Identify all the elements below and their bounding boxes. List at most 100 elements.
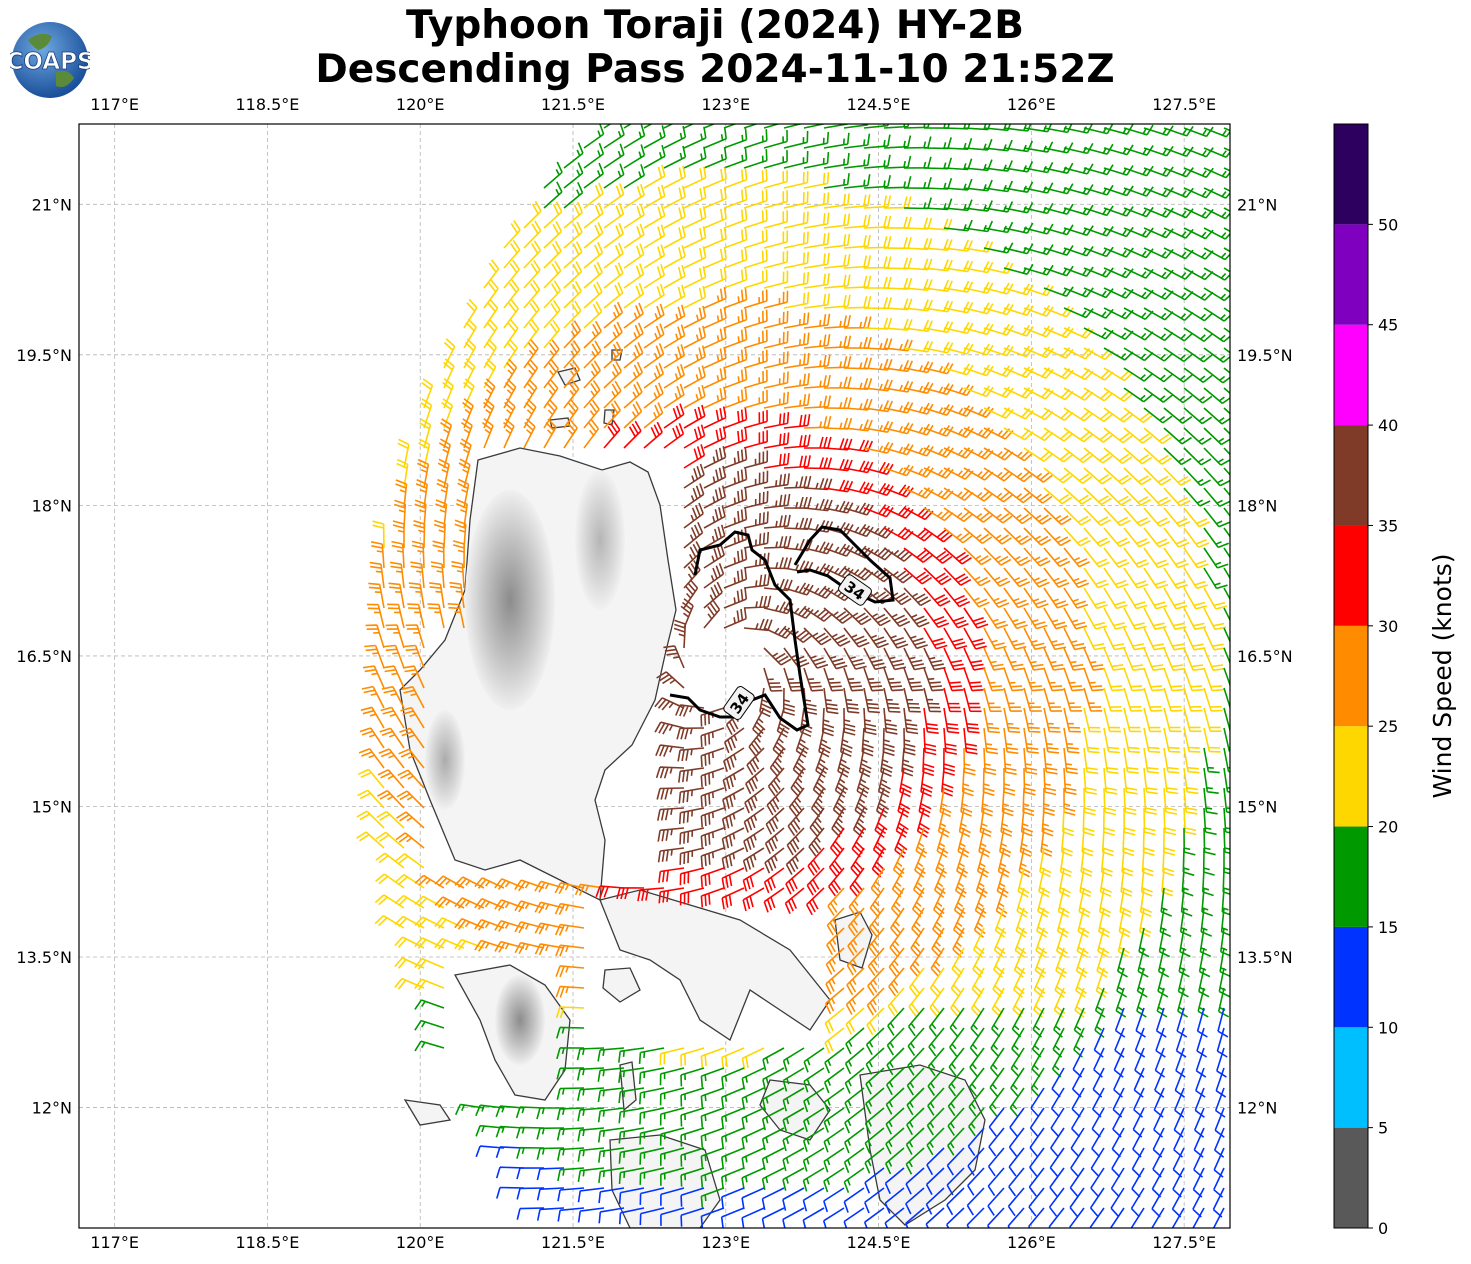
wind-barb [823, 417, 853, 430]
wind-barb [723, 388, 748, 409]
wind-barb [1058, 867, 1071, 898]
wind-barb [782, 687, 796, 716]
wind-barb [1183, 627, 1206, 651]
wind-barb [963, 527, 993, 545]
wind-barb [1123, 227, 1154, 238]
wind-barb [1103, 567, 1129, 589]
wind-barb [903, 647, 926, 671]
wind-barb [387, 603, 405, 629]
wind-barb [1043, 527, 1071, 547]
wind-barb [1223, 667, 1230, 688]
lat-tick-label-right: 12°N [1237, 1099, 1277, 1118]
wind-barb [721, 887, 745, 910]
wind-barb [863, 400, 894, 413]
wind-barb [703, 207, 727, 229]
wind-barb [375, 852, 405, 869]
wind-barb [1083, 707, 1101, 733]
wind-barb [763, 170, 788, 189]
wind-barb [721, 1187, 745, 1209]
wind-barb [1183, 547, 1209, 569]
wind-barb [654, 697, 685, 711]
lon-tick-label-bottom: 117°E [90, 1233, 139, 1252]
wind-barb [889, 927, 905, 957]
wind-barb [1212, 1207, 1225, 1228]
wind-barb [638, 1047, 665, 1064]
wind-barb [743, 410, 768, 429]
wind-barb [803, 415, 832, 429]
wind-barb [1063, 787, 1076, 816]
wind-barb [823, 376, 852, 389]
wind-barb [752, 707, 766, 738]
wind-barb [376, 810, 405, 829]
colorbar-tick-label: 25 [1378, 717, 1398, 736]
wind-barb [931, 927, 945, 958]
wind-barb [1089, 1207, 1105, 1228]
wind-barb [1071, 1107, 1085, 1138]
wind-barb [556, 1107, 585, 1121]
wind-barb [1223, 327, 1230, 334]
wind-barb [823, 1067, 845, 1094]
wind-barb [1103, 607, 1127, 630]
wind-barb [983, 407, 1014, 419]
wind-barb [1103, 447, 1133, 465]
wind-barb [1183, 487, 1211, 507]
wind-barb [1000, 807, 1013, 837]
wind-barb [1009, 1087, 1025, 1118]
wind-barb [449, 581, 465, 609]
wind-barb [656, 671, 685, 689]
wind-barb [703, 306, 727, 329]
wind-barb [743, 511, 769, 529]
wind-barb [1223, 187, 1230, 192]
wind-barb [963, 240, 994, 253]
wind-barb [802, 1147, 825, 1172]
wind-barb [1123, 467, 1152, 486]
wind-barb [743, 209, 768, 229]
wind-barb [803, 151, 830, 169]
wind-barb [1073, 1027, 1085, 1058]
wind-barb [947, 1087, 965, 1117]
wind-barb [563, 181, 584, 209]
wind-barb [1163, 207, 1194, 219]
wind-barb [743, 595, 772, 609]
wind-barb [643, 323, 665, 349]
wind-barb [923, 687, 942, 713]
wind-barb [871, 847, 885, 878]
wind-barb [803, 395, 832, 409]
wind-barb [1143, 527, 1170, 548]
wind-barb [663, 225, 686, 249]
wind-barb [1174, 1067, 1185, 1098]
wind-barb [884, 1147, 905, 1175]
wind-barb [863, 687, 880, 714]
wind-barb [843, 153, 871, 169]
wind-barb [1223, 627, 1230, 644]
wind-barb [803, 607, 834, 622]
wind-barb [361, 685, 385, 709]
zambales-terrain [425, 710, 465, 810]
wind-barb [802, 1127, 825, 1152]
wind-barb [434, 875, 465, 889]
wind-barb [743, 369, 768, 389]
wind-barb [618, 1127, 645, 1144]
wind-barb [410, 561, 425, 589]
wind-barb [394, 894, 425, 909]
wind-barb [823, 124, 849, 129]
wind-barb [583, 261, 603, 289]
wind-barb [826, 927, 845, 956]
wind-barb [523, 220, 542, 249]
wind-barb [1143, 387, 1173, 403]
wind-barb [523, 279, 541, 309]
wind-barb [1203, 367, 1230, 384]
mindoro-terrain [495, 975, 545, 1065]
wind-barb [963, 727, 978, 755]
wind-barb [414, 978, 445, 991]
wind-barb [452, 540, 465, 569]
wind-barb [937, 807, 950, 838]
wind-barb [1030, 1067, 1045, 1098]
wind-barb [458, 458, 471, 489]
wind-barb [952, 927, 965, 958]
wind-barb [1003, 507, 1033, 525]
wind-barb [954, 867, 967, 898]
wind-barb [721, 867, 745, 890]
wind-barb [823, 173, 850, 189]
wind-barb [742, 867, 765, 892]
